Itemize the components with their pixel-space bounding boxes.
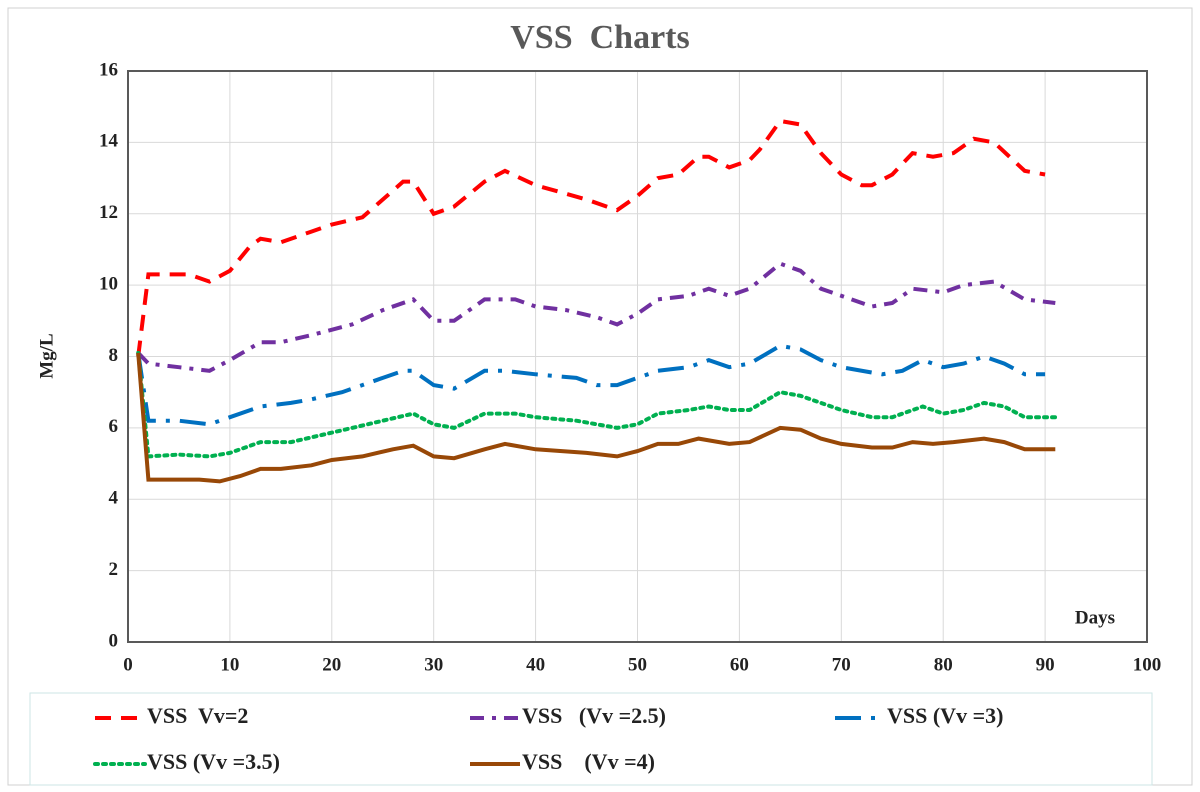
legend-label: VSS Vv=2 (147, 703, 248, 728)
x-tick-label: 100 (1133, 654, 1162, 675)
y-axis-label: Mg/L (36, 333, 57, 378)
x-tick-label: 90 (1036, 654, 1055, 675)
legend-box (29, 692, 1153, 786)
x-tick-label: 60 (730, 654, 749, 675)
chart-title: VSS Charts (510, 19, 689, 56)
x-tick-label: 0 (123, 654, 133, 675)
x-axis-label: Days (1075, 607, 1115, 628)
y-tick-label: 0 (109, 630, 119, 651)
plot-frame (127, 70, 1148, 643)
y-tick-label: 2 (109, 559, 119, 580)
series-line (136, 118, 1046, 357)
series-line (136, 343, 1046, 427)
x-tick-label: 40 (526, 654, 545, 675)
y-tick-label: 12 (99, 202, 118, 223)
series-line (136, 261, 1056, 373)
y-tick-label: 4 (109, 488, 119, 509)
y-tick-label: 10 (99, 273, 118, 294)
x-tick-label: 20 (322, 654, 341, 675)
series-line (136, 350, 1058, 459)
x-tick-label: 80 (934, 654, 953, 675)
legend-label: VSS (Vv =2.5) (522, 703, 666, 728)
y-tick-label: 8 (109, 345, 119, 366)
series-line (136, 352, 1056, 484)
legend-label: VSS (Vv =3.5) (147, 749, 280, 774)
x-tick-label: 30 (424, 654, 443, 675)
x-tick-label: 10 (220, 654, 239, 675)
x-tick-label: 50 (628, 654, 647, 675)
x-tick-label: 70 (832, 654, 851, 675)
y-tick-label: 14 (99, 131, 119, 152)
legend-label: VSS (Vv =4) (522, 749, 655, 774)
chart-frame (7, 7, 1193, 786)
legend-label: VSS (Vv =3) (887, 703, 1003, 728)
y-tick-label: 16 (99, 59, 118, 80)
y-tick-label: 6 (109, 416, 119, 437)
